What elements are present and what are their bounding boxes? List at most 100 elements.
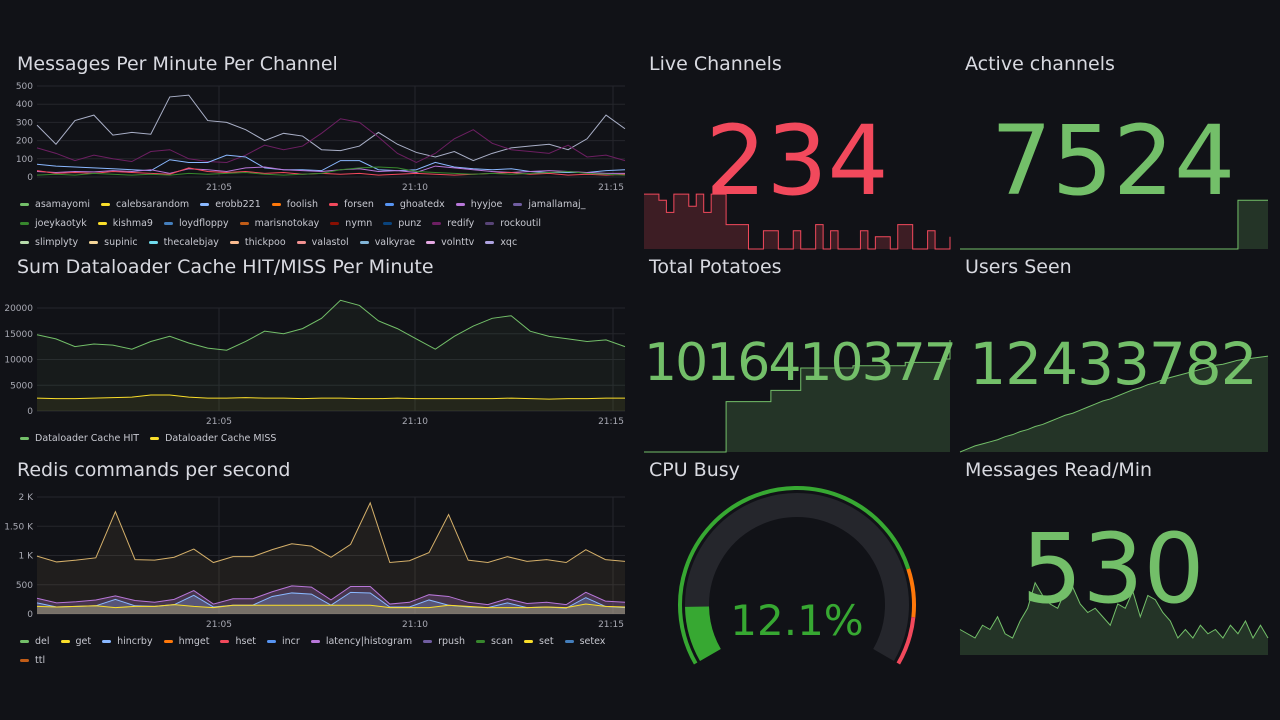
series-latency-histogram-line — [36, 585, 626, 606]
legend-item[interactable]: hset — [220, 636, 256, 647]
series-hincrby-area — [37, 592, 625, 614]
legend-label: redify — [447, 218, 475, 229]
legend-swatch — [455, 203, 465, 206]
legend-item[interactable]: punz — [383, 218, 421, 229]
panel-title-cpu[interactable]: CPU Busy — [649, 459, 740, 481]
legend-swatch — [384, 203, 394, 206]
legend-swatch — [524, 640, 534, 643]
legend-item[interactable]: Dataloader Cache HIT — [20, 433, 139, 444]
legend-swatch — [330, 222, 340, 225]
legend-item[interactable]: nymn — [330, 218, 372, 229]
legend-label: ttl — [35, 655, 46, 666]
y-tick-label: 10000 — [4, 356, 33, 366]
panel-title-potatoes[interactable]: Total Potatoes — [649, 256, 782, 278]
series-xqc-line — [36, 94, 626, 162]
legend-item[interactable]: xqc — [485, 237, 517, 248]
legend-item[interactable]: erobb221 — [200, 199, 261, 210]
legend-label: Dataloader Cache HIT — [35, 433, 140, 444]
legend-item[interactable]: supinic — [89, 237, 138, 248]
legend-item[interactable]: kishma9 — [97, 218, 153, 229]
legend-swatch — [229, 241, 239, 244]
active-channels-value: 7524 — [990, 105, 1236, 217]
x-tick-label: 21:05 — [206, 417, 232, 427]
messages-read-value: 530 — [1021, 513, 1205, 625]
legend-redis: del get hincrby hmget hset incr latency|histog… — [20, 636, 620, 666]
legend-item[interactable]: valkyrae — [359, 237, 415, 248]
panel-title-messages[interactable]: Messages Per Minute Per Channel — [17, 53, 338, 75]
legend-label: valastol — [311, 237, 349, 248]
legend-item[interactable]: scan — [476, 636, 513, 647]
legend-item[interactable]: ghoatedx — [384, 199, 445, 210]
legend-item[interactable]: foolish — [271, 199, 318, 210]
legend-label: forsen — [343, 199, 374, 210]
total-potatoes-value: 1016410377 — [644, 333, 957, 393]
panel-title-live[interactable]: Live Channels — [649, 53, 782, 75]
legend-item[interactable]: hmget — [163, 636, 209, 647]
legend-item[interactable]: incr — [267, 636, 300, 647]
y-tick-label: 15000 — [4, 330, 33, 340]
legend-item[interactable]: ttl — [20, 655, 45, 666]
legend-swatch — [20, 659, 29, 662]
panel-title-cache[interactable]: Sum Dataloader Cache HIT/MISS Per Minute — [17, 256, 434, 278]
legend-swatch — [564, 640, 574, 643]
legend-item[interactable]: hincrby — [102, 636, 153, 647]
legend-item[interactable]: asamayomi — [20, 199, 90, 210]
legend-item[interactable]: joeykaotyk — [20, 218, 87, 229]
legend-item[interactable]: marisnotokay — [239, 218, 319, 229]
legend-label: punz — [398, 218, 422, 229]
legend-label: xqc — [500, 237, 518, 248]
legend-item[interactable]: jamallamaj_ — [513, 199, 585, 210]
series-erobb221-line — [36, 154, 626, 173]
legend-item[interactable]: del — [20, 636, 50, 647]
y-tick-label: 0 — [27, 610, 33, 620]
legend-item[interactable]: forsen — [328, 199, 374, 210]
legend-item[interactable]: calebsarandom — [101, 199, 189, 210]
legend-label: foolish — [286, 199, 318, 210]
legend-cache: Dataloader Cache HIT Dataloader Cache MIS… — [20, 433, 620, 444]
x-tick-label: 21:05 — [206, 620, 232, 630]
legend-item[interactable]: set — [524, 636, 554, 647]
panel-title-active[interactable]: Active channels — [965, 53, 1115, 75]
legend-swatch — [271, 203, 281, 206]
y-tick-label: 400 — [16, 100, 33, 110]
legend-item[interactable]: latency|histogram — [310, 636, 412, 647]
series-cache-miss-line — [36, 394, 625, 400]
legend-label: asamayomi — [35, 199, 90, 210]
series-set-area — [37, 604, 625, 614]
legend-swatch — [383, 222, 393, 225]
legend-label: incr — [282, 636, 300, 647]
panel-title-redis[interactable]: Redis commands per second — [17, 459, 291, 481]
panel-title-msgread[interactable]: Messages Read/Min — [965, 459, 1153, 481]
legend-item[interactable]: valastol — [296, 237, 349, 248]
y-tick-label: 100 — [16, 155, 33, 165]
legend-item[interactable]: volnttv — [426, 237, 474, 248]
series-hyyjoe-line — [36, 165, 625, 174]
legend-item[interactable]: redify — [432, 218, 474, 229]
legend-item[interactable]: rockoutil — [485, 218, 541, 229]
legend-label: rockoutil — [500, 218, 542, 229]
legend-label: hincrby — [117, 636, 153, 647]
legend-label: slimplyty — [35, 237, 79, 248]
legend-item[interactable]: rpush — [423, 636, 465, 647]
legend-item[interactable]: setex — [564, 636, 606, 647]
legend-item[interactable]: Dataloader Cache MISS — [150, 433, 276, 444]
legend-label: setex — [579, 636, 606, 647]
legend-swatch — [359, 241, 369, 244]
x-tick-label: 21:15 — [598, 620, 624, 630]
legend-item[interactable]: get — [60, 636, 92, 647]
panel-title-users[interactable]: Users Seen — [965, 256, 1072, 278]
legend-item[interactable]: thickpoo — [229, 237, 286, 248]
gauge-threshold-orange — [906, 568, 916, 618]
legend-swatch — [20, 437, 29, 440]
legend-item[interactable]: slimplyty — [20, 237, 78, 248]
x-tick-label: 21:10 — [402, 417, 428, 427]
x-tick-label: 21:15 — [598, 183, 624, 193]
legend-swatch — [485, 222, 495, 225]
legend-item[interactable]: loydfloppy — [163, 218, 229, 229]
legend-item[interactable]: hyyjoe — [455, 199, 502, 210]
legend-item[interactable]: thecalebjay — [148, 237, 219, 248]
y-tick-label: 5000 — [10, 381, 33, 391]
legend-label: joeykaotyk — [35, 218, 87, 229]
legend-label: get — [75, 636, 92, 647]
cpu-busy-value: 12.1% — [730, 596, 864, 645]
